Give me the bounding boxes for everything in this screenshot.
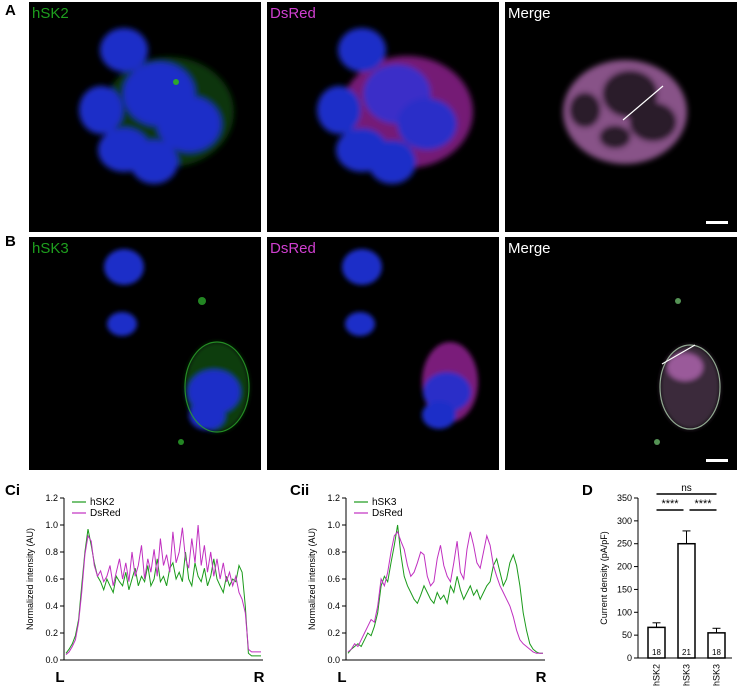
y-tick-label: 0.6	[45, 574, 58, 584]
legend-label: DsRed	[90, 508, 121, 519]
legend-label: hSK2	[90, 497, 115, 508]
chart-d-svg: 0 50 100 150 200 250 300 350 Current density (pA…	[599, 483, 732, 693]
micrograph-b-dsred	[342, 249, 478, 429]
tile-a-merge: Merge	[505, 2, 737, 232]
series-line-hsk3	[347, 524, 543, 654]
n-label: 21	[682, 648, 691, 657]
y-tick-label: 0.6	[327, 574, 340, 584]
legend-label: hSK3	[372, 497, 397, 508]
micrograph-a-hsk2	[79, 28, 234, 184]
y-axis-title: Normalized intensity (AU)	[307, 528, 317, 630]
micrograph-b-hsk3	[104, 249, 250, 445]
y-tick-label: 200	[617, 562, 632, 572]
x-right-label: R	[536, 669, 547, 686]
scale-bar-a	[706, 221, 728, 224]
tile-label-b-dsred: DsRed	[270, 240, 316, 257]
tile-label-b-hsk3: hSK3	[32, 240, 69, 257]
chart-cii: 0.0 0.2 0.4 0.6 0.8 1.0 1.2 Normalized intensit…	[300, 488, 555, 688]
x-right-label: R	[254, 669, 265, 686]
linescan-line-b	[661, 344, 696, 365]
tile-a-dsred: DsRed	[267, 2, 499, 232]
tile-b-hsk3: hSK3	[29, 237, 261, 470]
series-line-dsred	[347, 530, 543, 654]
y-tick-label: 0.2	[327, 628, 340, 638]
tile-b-merge: Merge	[505, 237, 737, 470]
y-tick-label: 50	[622, 630, 632, 640]
y-axis-title: Current density (pA/pF)	[599, 531, 609, 625]
bar-2	[707, 632, 726, 659]
bar-1	[677, 542, 696, 659]
y-tick-label: 0	[627, 653, 632, 663]
significance-label: ****	[694, 498, 712, 510]
bar-0	[647, 626, 666, 659]
tile-label-a-dsred: DsRed	[270, 5, 316, 22]
panel-letter-d: D	[582, 482, 593, 499]
panel-letter-a: A	[5, 2, 16, 19]
y-tick-label: 1.2	[45, 493, 58, 503]
n-label: 18	[712, 648, 721, 657]
chart-cii-svg: 0.0 0.2 0.4 0.6 0.8 1.0 1.2 Normalized intensit…	[307, 493, 547, 686]
y-tick-label: 250	[617, 539, 632, 549]
significance-label: ****	[661, 498, 679, 510]
x-left-label: L	[337, 669, 346, 686]
y-tick-label: 0.0	[45, 655, 58, 665]
micrograph-a-merge	[563, 60, 687, 164]
category-label: hSK2 + hSK3	[712, 664, 722, 688]
micrograph-a-dsred	[317, 28, 473, 184]
chart-ci: 0.0 0.2 0.4 0.6 0.8 1.0 1.2 Normalized intensit…	[18, 488, 273, 688]
tile-label-a-merge: Merge	[508, 5, 551, 22]
category-label: hSK2	[652, 664, 662, 686]
panel-letter-cii: Cii	[290, 482, 310, 499]
y-tick-label: 0.4	[327, 601, 340, 611]
tile-b-dsred: DsRed	[267, 237, 499, 470]
tile-label-a-hsk2: hSK2	[32, 5, 69, 22]
significance-label: ns	[681, 483, 692, 494]
y-tick-label: 1.2	[327, 493, 340, 503]
panel-letter-ci: Ci	[5, 482, 20, 499]
panel-letter-b: B	[5, 233, 16, 250]
scale-bar-b	[706, 459, 728, 462]
tile-a-hsk2: hSK2	[29, 2, 261, 232]
x-left-label: L	[55, 669, 64, 686]
chart-d: 0 50 100 150 200 250 300 350 Current density (pA…	[592, 478, 738, 693]
y-tick-label: 0.0	[327, 655, 340, 665]
chart-ci-svg: 0.0 0.2 0.4 0.6 0.8 1.0 1.2 Normalized intensit…	[25, 493, 265, 686]
y-tick-label: 350	[617, 493, 632, 503]
y-tick-label: 150	[617, 584, 632, 594]
micrograph-b-merge	[654, 298, 721, 445]
n-label: 18	[652, 648, 661, 657]
y-tick-label: 0.8	[327, 547, 340, 557]
series-line-hsk2	[65, 529, 261, 657]
y-tick-label: 0.4	[45, 601, 58, 611]
y-tick-label: 100	[617, 607, 632, 617]
tile-label-b-merge: Merge	[508, 240, 551, 257]
legend-label: DsRed	[372, 508, 403, 519]
y-tick-label: 1.0	[45, 520, 58, 530]
series-line-dsred	[65, 524, 261, 655]
y-tick-label: 300	[617, 516, 632, 526]
category-label: hSK3	[682, 664, 692, 686]
linescan-line-a	[622, 85, 664, 121]
y-axis-title: Normalized intensity (AU)	[25, 528, 35, 630]
y-tick-label: 0.2	[45, 628, 58, 638]
y-tick-label: 0.8	[45, 547, 58, 557]
y-tick-label: 1.0	[327, 520, 340, 530]
